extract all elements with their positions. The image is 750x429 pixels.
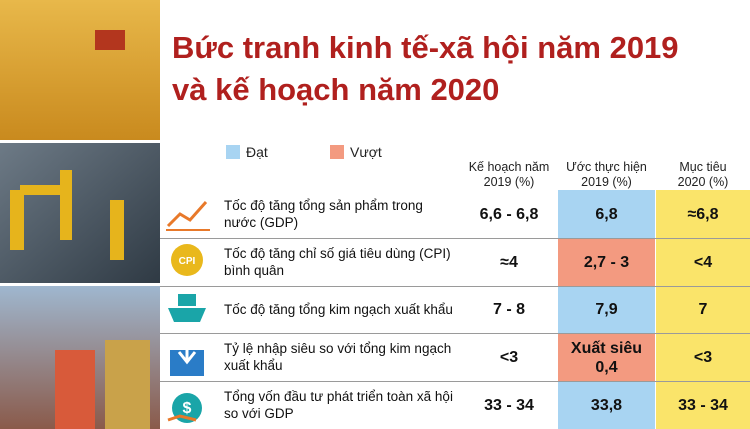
cell-value: 33 - 34 — [678, 397, 728, 415]
cell-value: 7 — [698, 301, 708, 319]
title-line: Bức tranh kinh tế-xã hội năm 2019 — [172, 30, 679, 65]
row-label: Tổng vốn đầu tư phát triển toàn xã hội s… — [224, 389, 453, 422]
column-header: Kế hoạch năm 2019 (%) — [468, 160, 550, 189]
column-header: Ước thực hiện 2019 (%) — [566, 160, 647, 189]
cell-value: <4 — [693, 253, 713, 271]
photos — [0, 0, 160, 429]
cell-value: ≈6,8 — [687, 205, 719, 223]
cpi-icon: CPI — [171, 244, 203, 276]
column-header: Mục tiêu 2020 (%) — [677, 160, 729, 189]
row-label: Tỷ lệ nhập siêu so với tổng kim ngạch xu… — [224, 341, 452, 374]
cell-value: 33 - 34 — [484, 397, 534, 415]
shelves — [55, 340, 150, 429]
legend-swatch — [226, 145, 240, 159]
legend-label: Đạt — [246, 144, 268, 160]
title-line: và kế hoạch năm 2020 — [172, 72, 500, 107]
row-separator — [160, 381, 750, 383]
cell-value: 2,7 - 3 — [558, 238, 655, 286]
row-separator — [160, 237, 750, 239]
row-label: Tốc độ tăng tổng sản phẩm trong nước (GD… — [224, 197, 423, 230]
row-separator — [160, 285, 750, 287]
cell-value: <3 — [499, 349, 519, 367]
robots — [10, 170, 124, 260]
gdp-icon — [166, 201, 210, 231]
investment-icon: $ — [167, 393, 202, 423]
icons: CPI $ — [166, 201, 210, 423]
row-separator — [160, 333, 750, 335]
harvester — [95, 30, 125, 50]
legend-swatch — [330, 145, 344, 159]
export-icon — [168, 294, 206, 322]
cell-value: 7 - 8 — [492, 301, 525, 319]
cell-value: 7,9 — [595, 301, 618, 319]
cell-value: ≈4 — [500, 253, 518, 271]
svg-text:$: $ — [183, 400, 192, 417]
import-icon — [170, 336, 204, 376]
cell-value: 6,6 - 6,8 — [479, 205, 539, 223]
cell-value: 6,8 — [595, 205, 618, 223]
target-column — [656, 190, 750, 429]
cell-value: 33,8 — [590, 397, 623, 415]
row-label: Tốc độ tăng chỉ số giá tiêu dùng (CPI) b… — [224, 245, 451, 278]
rice-photo — [0, 0, 160, 140]
legend-label: Vượt — [350, 144, 382, 160]
svg-text:CPI: CPI — [179, 256, 196, 267]
cell-value: <3 — [693, 349, 713, 367]
row-label: Tốc độ tăng tổng kim ngạch xuất khẩu — [224, 301, 453, 317]
factory-photo — [0, 143, 160, 283]
cell-value: Xuất siêu 0,4 — [558, 334, 655, 382]
estimate-column — [558, 190, 655, 429]
